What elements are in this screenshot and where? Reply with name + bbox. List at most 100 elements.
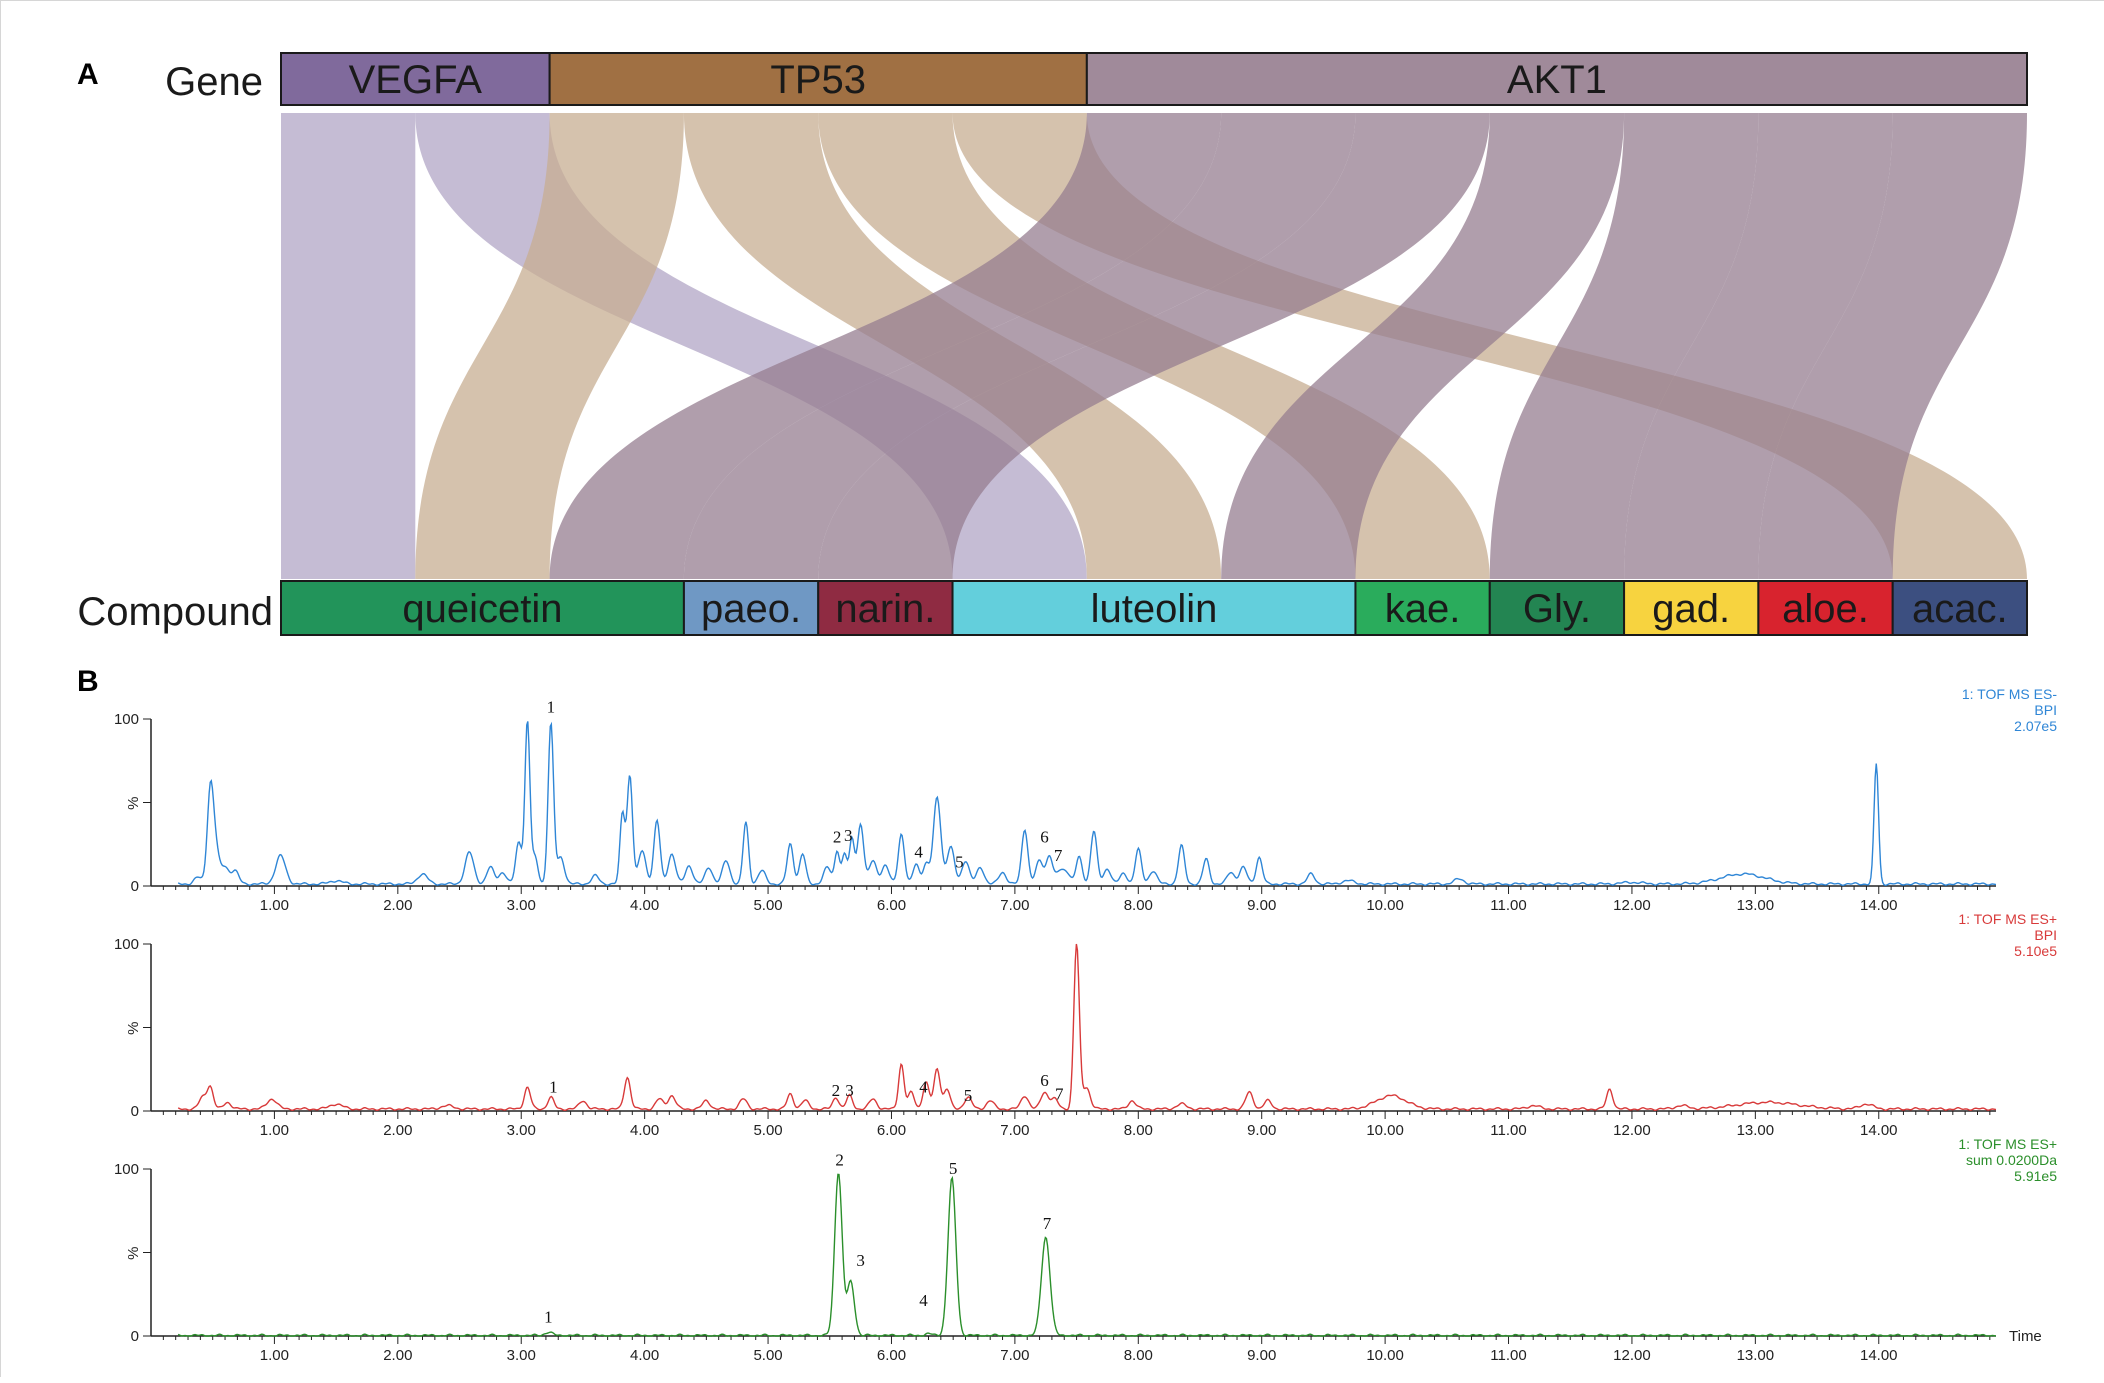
y-tick-label: % (125, 1247, 142, 1260)
gene-node-AKT1 (1085, 52, 2029, 106)
sankey-link-AKT1-luteolin (1221, 113, 1625, 579)
gene-label-TP53: TP53 (770, 58, 866, 102)
x-tick-label: 5.00 (753, 897, 782, 914)
x-tick-label: 7.00 (1000, 1347, 1029, 1364)
gene-node-TP53 (548, 52, 1088, 106)
compound-node-luteolin (951, 580, 1357, 636)
x-tick-label: 6.00 (877, 1347, 906, 1364)
x-axis-label: Time (2009, 1328, 2042, 1345)
peak-label: 5 (964, 1086, 973, 1105)
y-tick-label: 100 (114, 1161, 139, 1178)
x-tick-label: 13.00 (1737, 897, 1775, 914)
x-tick-label: 10.00 (1366, 897, 1404, 914)
x-tick-label: 11.00 (1490, 1122, 1526, 1139)
panel-a-label: A (77, 58, 99, 91)
x-tick-label: 3.00 (507, 897, 536, 914)
peak-label: 2 (835, 1151, 844, 1170)
legend-text: 1: TOF MS ES- (1962, 686, 2058, 702)
x-tick-label: 1.00 (260, 897, 289, 914)
x-tick-label: 13.00 (1737, 1347, 1775, 1364)
compound-node-queicetin (280, 580, 685, 636)
x-tick-label: 5.00 (753, 1122, 782, 1139)
x-tick-label: 3.00 (507, 1122, 536, 1139)
gene-row-label: Gene (165, 60, 263, 104)
x-tick-label: 2.00 (383, 897, 412, 914)
peak-label: 2 (833, 828, 842, 847)
compound-node-gad (1623, 580, 1760, 636)
x-tick-label: 10.00 (1366, 1122, 1404, 1139)
sankey-link-AKT1-paeo (683, 113, 1356, 579)
x-tick-label: 6.00 (877, 1122, 906, 1139)
y-tick-label: % (125, 1022, 142, 1035)
x-tick-label: 12.00 (1613, 1122, 1651, 1139)
legend-text: 5.91e5 (2014, 1168, 2057, 1184)
legend-text: BPI (2034, 927, 2057, 943)
x-tick-label: 4.00 (630, 897, 659, 914)
x-tick-label: 11.00 (1490, 1347, 1526, 1364)
x-tick-label: 14.00 (1860, 1347, 1898, 1364)
x-tick-label: 8.00 (1124, 1347, 1153, 1364)
peak-label: 1 (547, 697, 556, 716)
chromatogram-3: 1.00 2.00 3.00 4.00 5.00 6.00 7.00 8.00 9.00 10.0… (114, 1136, 2057, 1364)
x-tick-label: 7.00 (1000, 897, 1029, 914)
peak-label: 6 (1040, 828, 1049, 847)
compound-node-acac (1891, 580, 2028, 636)
panel-b-label: B (77, 665, 99, 698)
legend-text: BPI (2034, 702, 2057, 718)
compound-node-narin (817, 580, 954, 636)
x-tick-label: 9.00 (1247, 897, 1276, 914)
legend-text: 1: TOF MS ES+ (1958, 911, 2057, 927)
compound-label-paeo: paeo. (701, 587, 801, 631)
peak-label: 1 (544, 1308, 553, 1327)
trace-line (177, 943, 1997, 1112)
gene-label-AKT1: AKT1 (1507, 58, 1607, 102)
x-tick-label: 6.00 (877, 897, 906, 914)
x-tick-label: 1.00 (260, 1122, 289, 1139)
x-tick-label: 14.00 (1860, 897, 1898, 914)
x-tick-label: 12.00 (1613, 897, 1651, 914)
compound-label-aloe: aloe. (1782, 587, 1869, 631)
peak-label: 5 (955, 853, 964, 872)
y-tick-label: 100 (114, 936, 139, 953)
peak-label: 2 (832, 1081, 841, 1100)
sankey-link-AKT1-gad (1624, 113, 1893, 579)
x-tick-label: 2.00 (383, 1122, 412, 1139)
legend-text: 1: TOF MS ES+ (1958, 1136, 2057, 1152)
compound-node-kae (1354, 580, 1491, 636)
sankey-chart: VEGFA TP53 AKT1 Gene queicetin paeo. narin. lut… (77, 52, 2029, 636)
y-tick-label: 0 (131, 1328, 139, 1345)
x-tick-label: 8.00 (1124, 1122, 1153, 1139)
x-tick-label: 10.00 (1366, 1347, 1404, 1364)
legend-text: 5.10e5 (2014, 943, 2057, 959)
gene-nodes: VEGFA TP53 AKT1 (280, 52, 2029, 106)
x-tick-label: 4.00 (630, 1347, 659, 1364)
x-tick-label: 3.00 (507, 1347, 536, 1364)
compound-label-kae: kae. (1385, 587, 1461, 631)
gene-node-VEGFA (280, 52, 551, 106)
x-tick-label: 1.00 (260, 1347, 289, 1364)
sankey-link-AKT1-queicetin (549, 113, 1222, 579)
compound-label-acac: acac. (1912, 587, 2008, 631)
peak-label: 1 (549, 1078, 558, 1097)
peak-label: 4 (914, 843, 923, 862)
peak-label: 3 (856, 1251, 865, 1270)
x-tick-label: 14.00 (1860, 1122, 1898, 1139)
x-tick-label: 9.00 (1247, 1122, 1276, 1139)
y-tick-label: 0 (131, 1103, 139, 1120)
trace-line (177, 1173, 1997, 1337)
sankey-link-VEGFA-queicetin (281, 113, 416, 579)
compound-row-label: Compound (77, 590, 273, 634)
x-tick-label: 9.00 (1247, 1347, 1276, 1364)
gene-label-VEGFA: VEGFA (349, 58, 483, 102)
sankey-links (281, 113, 2027, 579)
compound-label-queicetin: queicetin (402, 587, 562, 631)
x-tick-label: 12.00 (1613, 1347, 1651, 1364)
x-tick-label: 5.00 (753, 1347, 782, 1364)
compound-label-narin: narin. (835, 587, 935, 631)
sankey-link-AKT1-aloe (1758, 113, 2027, 579)
peak-label: 7 (1043, 1214, 1052, 1233)
peak-label: 7 (1054, 846, 1063, 865)
chromatogram-2: 1.00 2.00 3.00 4.00 5.00 6.00 7.00 8.00 9.00 10.0… (114, 911, 2057, 1139)
